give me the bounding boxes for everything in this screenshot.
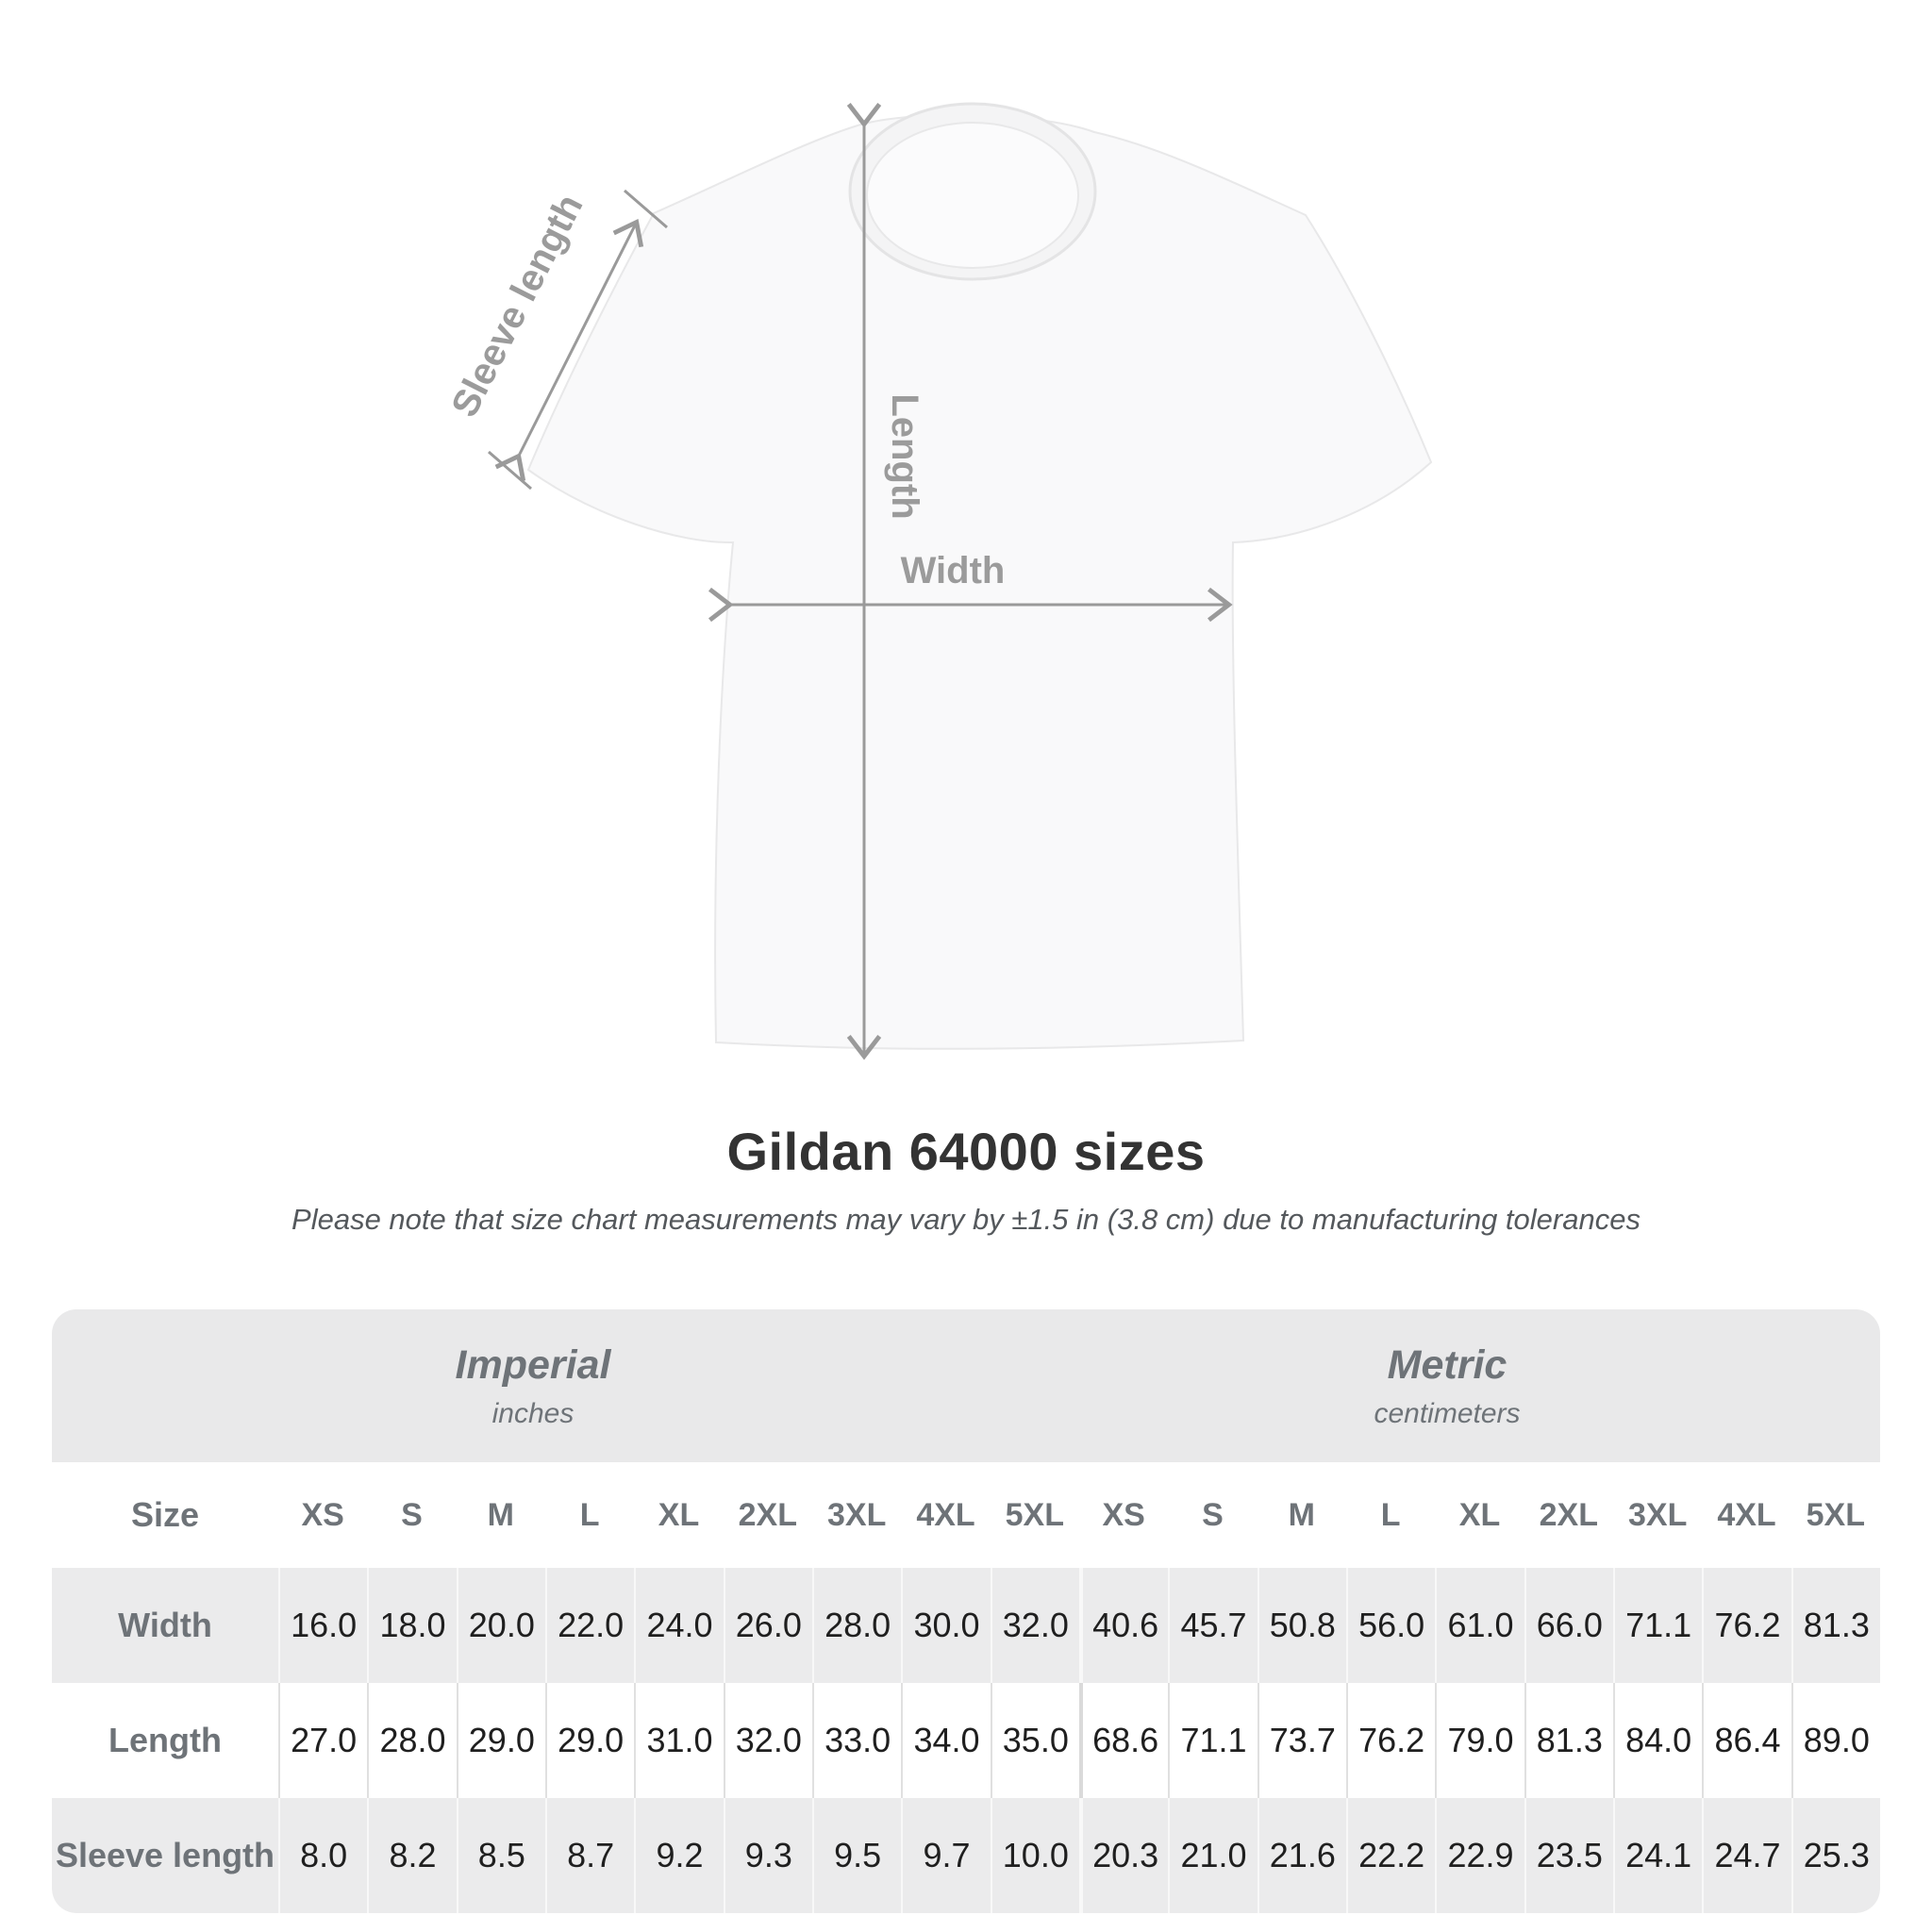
sleeve-tick-top (624, 189, 668, 229)
col-header: 3XL (826, 1496, 887, 1533)
table-cell: 84.0 (1613, 1683, 1702, 1798)
table-cell: 31.0 (634, 1683, 723, 1798)
table-cell: 10.0 (990, 1798, 1079, 1913)
table-cell: 34.0 (901, 1683, 990, 1798)
table-cell: 79.0 (1435, 1683, 1524, 1798)
table-cell: 29.0 (456, 1683, 545, 1798)
table-cell: 24.1 (1613, 1798, 1702, 1913)
imperial-header: Imperial inches (52, 1309, 1014, 1462)
table-cell: 16.0 (278, 1568, 367, 1683)
col-header: 2XL (1539, 1496, 1598, 1533)
metric-header-unit: centimeters (1374, 1397, 1521, 1429)
tolerance-note: Please note that size chart measurements… (291, 1203, 1641, 1236)
table-cell: 22.9 (1435, 1798, 1524, 1913)
col-header: XL (658, 1496, 700, 1533)
table-cell: 40.6 (1079, 1568, 1168, 1683)
table-cell: 27.0 (278, 1683, 367, 1798)
size-header-row: Size XS S M L XL 2XL 3XL 4XL 5XL XS S M … (52, 1462, 1880, 1568)
table-cell: 20.3 (1079, 1798, 1168, 1913)
sleeve-tick-bottom (488, 450, 532, 491)
table-cell: 28.0 (812, 1568, 901, 1683)
imperial-header-unit: inches (491, 1397, 575, 1429)
col-header: 2XL (738, 1496, 797, 1533)
table-cell: 61.0 (1435, 1568, 1524, 1683)
table-cell: 76.2 (1702, 1568, 1790, 1683)
table-cell: 71.1 (1168, 1683, 1257, 1798)
table-cell: 56.0 (1346, 1568, 1435, 1683)
collar-inner (866, 122, 1079, 269)
table-cell: 23.5 (1524, 1798, 1613, 1913)
size-table: Imperial inches Metric centimeters Size … (52, 1309, 1880, 1913)
table-cell: 73.7 (1257, 1683, 1346, 1798)
table-row-width: Width 16.0 18.0 20.0 22.0 24.0 26.0 28.0… (52, 1568, 1880, 1683)
table-cell: 8.7 (545, 1798, 634, 1913)
table-cell: 24.0 (634, 1568, 723, 1683)
row-label: Length (108, 1721, 222, 1759)
table-cell: 21.6 (1257, 1798, 1346, 1913)
table-cell: 33.0 (812, 1683, 901, 1798)
col-header: 4XL (916, 1496, 975, 1533)
table-cell: 29.0 (545, 1683, 634, 1798)
sleeve-length-arrow (494, 218, 644, 482)
imperial-header-title: Imperial (455, 1341, 611, 1388)
table-row-sleeve-length: Sleeve length 8.0 8.2 8.5 8.7 9.2 9.3 9.… (52, 1798, 1880, 1913)
tshirt-graphic: Sleeve length Length Width (443, 102, 1433, 1060)
length-label: Length (884, 393, 925, 519)
table-cell: 9.5 (812, 1798, 901, 1913)
col-header: XL (1458, 1496, 1501, 1533)
table-cell: 22.0 (545, 1568, 634, 1683)
width-label: Width (901, 550, 1006, 591)
col-header: L (1380, 1496, 1401, 1533)
unit-header-row: Imperial inches Metric centimeters (52, 1309, 1880, 1462)
table-cell: 81.3 (1790, 1568, 1880, 1683)
table-cell: 9.7 (901, 1798, 990, 1913)
col-header: XS (1102, 1496, 1145, 1533)
col-header: XS (301, 1496, 344, 1533)
table-cell: 32.0 (723, 1683, 812, 1798)
table-cell: 24.7 (1702, 1798, 1790, 1913)
table-cell: 8.0 (278, 1798, 367, 1913)
table-cell: 22.2 (1346, 1798, 1435, 1913)
table-cell: 32.0 (990, 1568, 1079, 1683)
table-cell: 20.0 (456, 1568, 545, 1683)
col-header: L (579, 1496, 600, 1533)
table-cell: 76.2 (1346, 1683, 1435, 1798)
table-cell: 35.0 (990, 1683, 1079, 1798)
row-label: Sleeve length (55, 1836, 275, 1874)
col-header: 5XL (1005, 1496, 1064, 1533)
metric-header: Metric centimeters (1014, 1309, 1880, 1462)
size-header-label: Size (130, 1495, 200, 1534)
table-cell: 21.0 (1168, 1798, 1257, 1913)
col-header: 4XL (1717, 1496, 1776, 1533)
table-cell: 68.6 (1079, 1683, 1168, 1798)
col-header: M (1288, 1496, 1315, 1533)
col-header: 3XL (1627, 1496, 1688, 1533)
table-cell: 86.4 (1702, 1683, 1790, 1798)
title-block: Gildan 64000 sizes Please note that size… (0, 1121, 1932, 1237)
table-cell: 81.3 (1524, 1683, 1613, 1798)
col-header: S (401, 1496, 423, 1533)
table-cell: 26.0 (723, 1568, 812, 1683)
table-cell: 9.2 (634, 1798, 723, 1913)
table-cell: 50.8 (1257, 1568, 1346, 1683)
table-cell: 30.0 (901, 1568, 990, 1683)
shirt-measurement-diagram: Sleeve length Length Width (443, 102, 1433, 1060)
metric-header-title: Metric (1387, 1341, 1507, 1388)
table-cell: 18.0 (367, 1568, 456, 1683)
table-cell: 25.3 (1790, 1798, 1880, 1913)
col-header: 5XL (1806, 1496, 1865, 1533)
table-cell: 45.7 (1168, 1568, 1257, 1683)
table-cell: 9.3 (723, 1798, 812, 1913)
table-cell: 8.5 (456, 1798, 545, 1913)
row-label: Width (118, 1606, 212, 1644)
col-header: M (487, 1496, 514, 1533)
table-cell: 89.0 (1790, 1683, 1880, 1798)
col-header: S (1202, 1496, 1224, 1533)
page-title: Gildan 64000 sizes (726, 1122, 1206, 1181)
table-cell: 71.1 (1613, 1568, 1702, 1683)
table-row-length: Length 27.0 28.0 29.0 29.0 31.0 32.0 33.… (52, 1683, 1880, 1798)
table-cell: 8.2 (367, 1798, 456, 1913)
table-cell: 28.0 (367, 1683, 456, 1798)
table-cell: 66.0 (1524, 1568, 1613, 1683)
